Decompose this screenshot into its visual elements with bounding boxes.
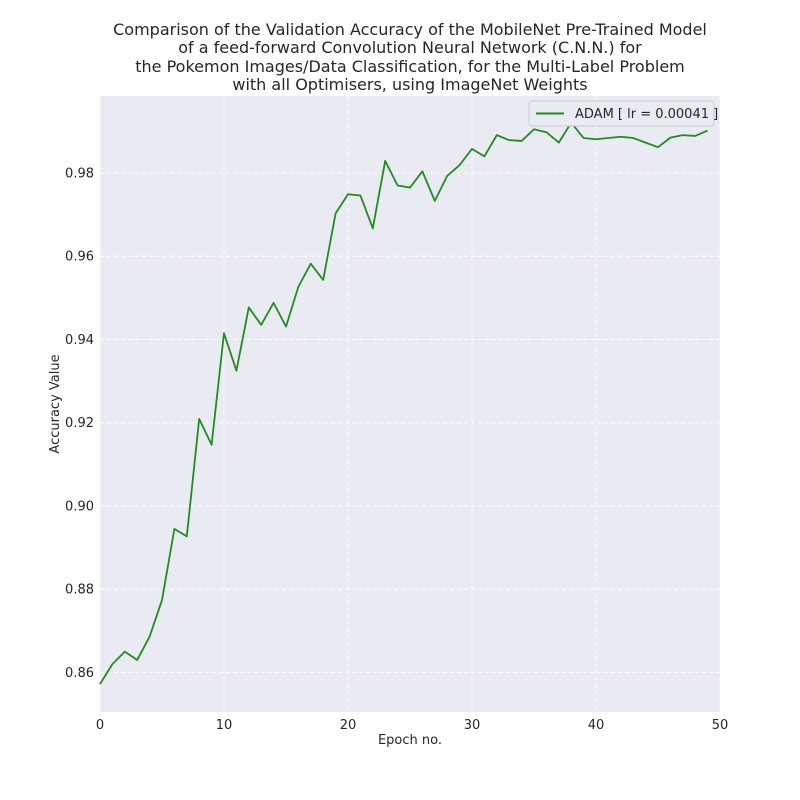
x-tick-label: 50 <box>712 718 729 733</box>
x-axis-ticks: 0 10 20 30 40 50 <box>96 718 728 733</box>
y-tick-label: 0.96 <box>65 250 94 265</box>
y-axis-ticks: 0.86 0.88 0.90 0.92 0.94 0.96 0.98 <box>65 167 94 681</box>
y-tick-label: 0.86 <box>65 666 94 681</box>
chart-title-line: the Pokemon Images/Data Classification, … <box>135 56 685 76</box>
y-tick-label: 0.94 <box>65 333 94 348</box>
x-tick-label: 40 <box>588 718 605 733</box>
y-tick-label: 0.92 <box>65 416 94 431</box>
y-tick-label: 0.98 <box>65 167 94 182</box>
x-tick-label: 0 <box>96 718 104 733</box>
legend-box <box>528 100 715 127</box>
legend: ADAM [ lr = 0.00041 ] <box>528 100 718 127</box>
x-tick-label: 10 <box>216 718 233 733</box>
y-axis-label: Accuracy Value <box>48 354 63 453</box>
x-tick-label: 20 <box>340 718 357 733</box>
series-group <box>99 121 708 685</box>
chart-title: Comparison of the Validation Accuracy of… <box>0 20 800 94</box>
chart-title-line: Comparison of the Validation Accuracy of… <box>113 20 707 39</box>
series-line <box>99 121 708 685</box>
x-axis-label: Epoch no. <box>378 733 442 748</box>
legend-label: ADAM [ lr = 0.00041 ] <box>575 107 718 122</box>
grid-lines <box>99 96 721 712</box>
x-tick-label: 30 <box>464 718 481 733</box>
y-tick-label: 0.88 <box>65 583 94 598</box>
y-tick-label: 0.90 <box>65 499 94 514</box>
plot-area <box>100 96 720 712</box>
chart-title-line: with all Optimisers, using ImageNet Weig… <box>232 74 588 94</box>
chart-title-line: of a feed-forward Convolution Neural Net… <box>178 38 642 58</box>
